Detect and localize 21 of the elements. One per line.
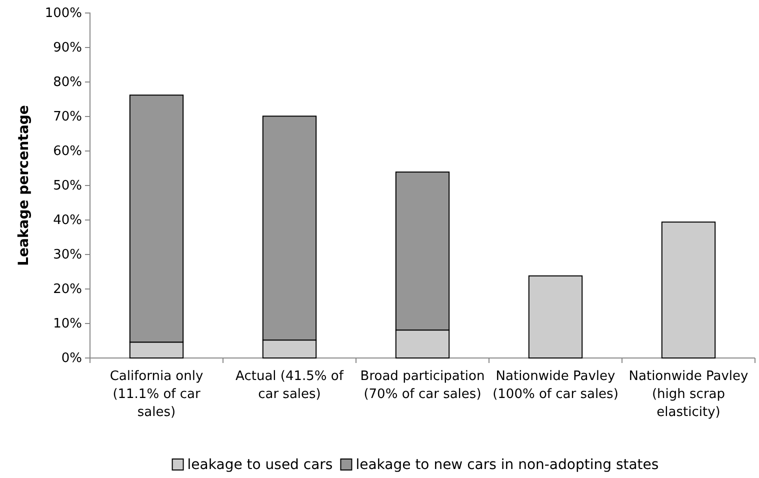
legend-label: leakage to new cars in non-adopting states <box>356 457 659 473</box>
bar <box>528 275 583 358</box>
y-tick-label: 0% <box>61 351 82 366</box>
y-tick-label: 20% <box>53 282 82 298</box>
x-tick-label: Broad participation (70% of car sales) <box>360 369 485 402</box>
y-tick-label: 60% <box>53 144 82 160</box>
y-tick-label: 40% <box>53 213 82 228</box>
x-tick-label: Actual (41.5% of car sales) <box>236 369 344 402</box>
y-tick-label: 90% <box>53 40 82 56</box>
y-tick-label: 70% <box>53 110 82 125</box>
bar <box>661 222 716 358</box>
x-tick-label: California only (11.1% of car sales) <box>110 369 204 420</box>
x-tick-label: Nationwide Pavley (high scrap elasticity) <box>628 369 749 420</box>
y-tick-label: 100% <box>44 6 82 22</box>
legend-label: leakage to used cars <box>187 457 333 473</box>
y-tick-label: 80% <box>53 75 82 90</box>
y-tick-label: 50% <box>53 178 82 194</box>
x-tick-label: Nationwide Pavley (100% of car sales) <box>492 369 618 402</box>
y-tick-label: 10% <box>53 316 82 332</box>
y-tick-label: 30% <box>53 248 82 263</box>
y-axis-title: Leakage percentage <box>16 105 32 266</box>
